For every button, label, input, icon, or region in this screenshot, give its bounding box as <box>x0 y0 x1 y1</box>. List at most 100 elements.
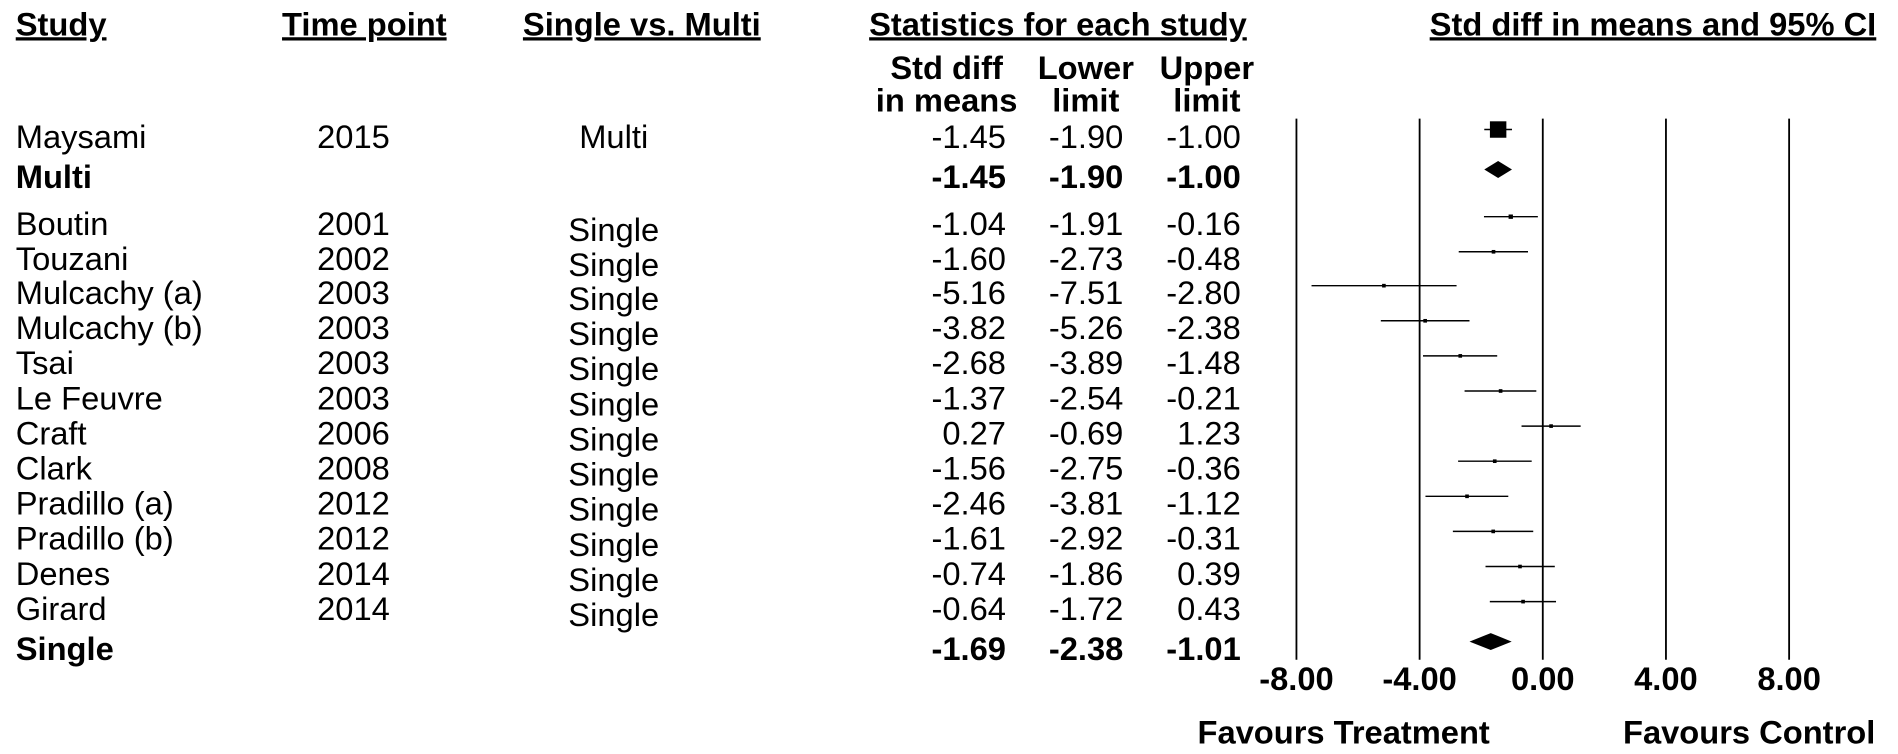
study-name: Boutin <box>16 205 109 242</box>
study-name: Pradillo (a) <box>16 485 174 522</box>
lower-limit: -3.81 <box>1049 485 1123 522</box>
study-name: Mulcachy (b) <box>16 309 203 346</box>
study-name: Mulcachy (a) <box>16 274 203 311</box>
study-name: Denes <box>16 555 110 592</box>
time-point: 2003 <box>317 344 390 381</box>
group: Single <box>568 420 659 457</box>
stat-header: limit <box>1173 82 1240 119</box>
stat-header: Std diff <box>890 49 1003 86</box>
std-diff: -5.16 <box>931 274 1005 311</box>
group: Single <box>568 211 659 248</box>
time-point: 2001 <box>317 205 390 242</box>
lower-limit: -2.54 <box>1049 379 1123 416</box>
upper-limit: -0.36 <box>1166 450 1240 487</box>
std-diff: -3.82 <box>931 309 1005 346</box>
pooled-diamond <box>1469 633 1512 651</box>
column-header: Single vs. Multi <box>523 5 761 42</box>
upper-limit: -0.48 <box>1166 240 1240 277</box>
upper-limit: -2.80 <box>1166 274 1240 311</box>
group: Single <box>568 385 659 422</box>
study-name: Le Feuvre <box>16 379 163 416</box>
std-diff: -1.45 <box>931 118 1005 155</box>
std-diff: -0.64 <box>931 590 1005 627</box>
study-name: Clark <box>16 450 93 487</box>
group: Single <box>568 315 659 352</box>
std-diff: 0.27 <box>942 414 1006 451</box>
column-header: Time point <box>282 5 447 42</box>
group: Single <box>568 596 659 633</box>
group: Single <box>568 491 659 528</box>
study-name: Girard <box>16 590 107 627</box>
group: Multi <box>579 118 648 155</box>
x-tick-label: -8.00 <box>1259 660 1333 697</box>
stat-header: Lower <box>1038 49 1134 86</box>
time-point: 2014 <box>317 555 390 592</box>
lower-limit: -0.69 <box>1049 414 1123 451</box>
study-name: Craft <box>16 414 87 451</box>
effect-marker <box>1549 424 1553 428</box>
std-diff: -1.69 <box>931 630 1005 667</box>
annotation: Favours Control <box>1623 713 1875 750</box>
group: Single <box>568 561 659 598</box>
std-diff: -0.74 <box>931 555 1005 592</box>
effect-marker <box>1518 564 1522 569</box>
group: Single <box>568 526 659 563</box>
study-name: Multi <box>16 158 92 195</box>
upper-limit: -1.12 <box>1166 485 1240 522</box>
effect-marker <box>1521 599 1525 604</box>
lower-limit: -5.26 <box>1049 309 1123 346</box>
upper-limit: 0.39 <box>1177 555 1241 592</box>
plot-title: Std diff in means and 95% CI <box>1430 5 1877 42</box>
study-name: Maysami <box>16 118 147 155</box>
plot-area: Study Time point Single vs. Multi Statistic… <box>16 5 1877 750</box>
time-point: 2006 <box>317 414 390 451</box>
effect-marker <box>1508 214 1513 219</box>
pooled-diamond <box>1484 160 1512 178</box>
lower-limit: -7.51 <box>1049 274 1123 311</box>
lower-limit: -2.73 <box>1049 240 1123 277</box>
time-point: 2012 <box>317 520 390 557</box>
study-name: Tsai <box>16 344 74 381</box>
lower-limit: -1.90 <box>1049 158 1123 195</box>
effect-marker <box>1489 121 1507 138</box>
study-name: Touzani <box>16 240 129 277</box>
time-point: 2014 <box>317 590 390 627</box>
time-point: 2003 <box>317 309 390 346</box>
upper-limit: -1.01 <box>1166 630 1240 667</box>
x-tick-label: 8.00 <box>1757 660 1821 697</box>
time-point: 2003 <box>317 274 390 311</box>
study-name: Pradillo (b) <box>16 520 174 557</box>
upper-limit: 1.23 <box>1177 414 1241 451</box>
stat-header: in means <box>876 82 1018 119</box>
group: Single <box>568 246 659 283</box>
group: Single <box>568 280 659 317</box>
column-header: Study <box>16 5 107 42</box>
group: Single <box>568 456 659 493</box>
lower-limit: -1.91 <box>1049 205 1123 242</box>
effect-marker <box>1498 389 1503 393</box>
effect-marker <box>1491 249 1496 254</box>
upper-limit: -2.38 <box>1166 309 1240 346</box>
std-diff: -2.68 <box>931 344 1005 381</box>
x-tick-label: 0.00 <box>1511 660 1575 697</box>
group: Single <box>568 350 659 387</box>
upper-limit: -0.16 <box>1166 205 1240 242</box>
effect-marker <box>1491 529 1496 534</box>
std-diff: -1.61 <box>931 520 1005 557</box>
lower-limit: -2.92 <box>1049 520 1123 557</box>
lower-limit: -1.86 <box>1049 555 1123 592</box>
x-tick-label: 4.00 <box>1634 660 1698 697</box>
lower-limit: -1.90 <box>1049 118 1123 155</box>
lower-limit: -3.89 <box>1049 344 1123 381</box>
effect-marker <box>1423 318 1427 323</box>
std-diff: -2.46 <box>931 485 1005 522</box>
std-diff: -1.56 <box>931 450 1005 487</box>
time-point: 2002 <box>317 240 390 277</box>
time-point: 2015 <box>317 118 390 155</box>
upper-limit: -0.31 <box>1166 520 1240 557</box>
upper-limit: -1.48 <box>1166 344 1240 381</box>
lower-limit: -2.38 <box>1049 630 1123 667</box>
std-diff: -1.45 <box>931 158 1005 195</box>
upper-limit: -1.00 <box>1166 158 1240 195</box>
